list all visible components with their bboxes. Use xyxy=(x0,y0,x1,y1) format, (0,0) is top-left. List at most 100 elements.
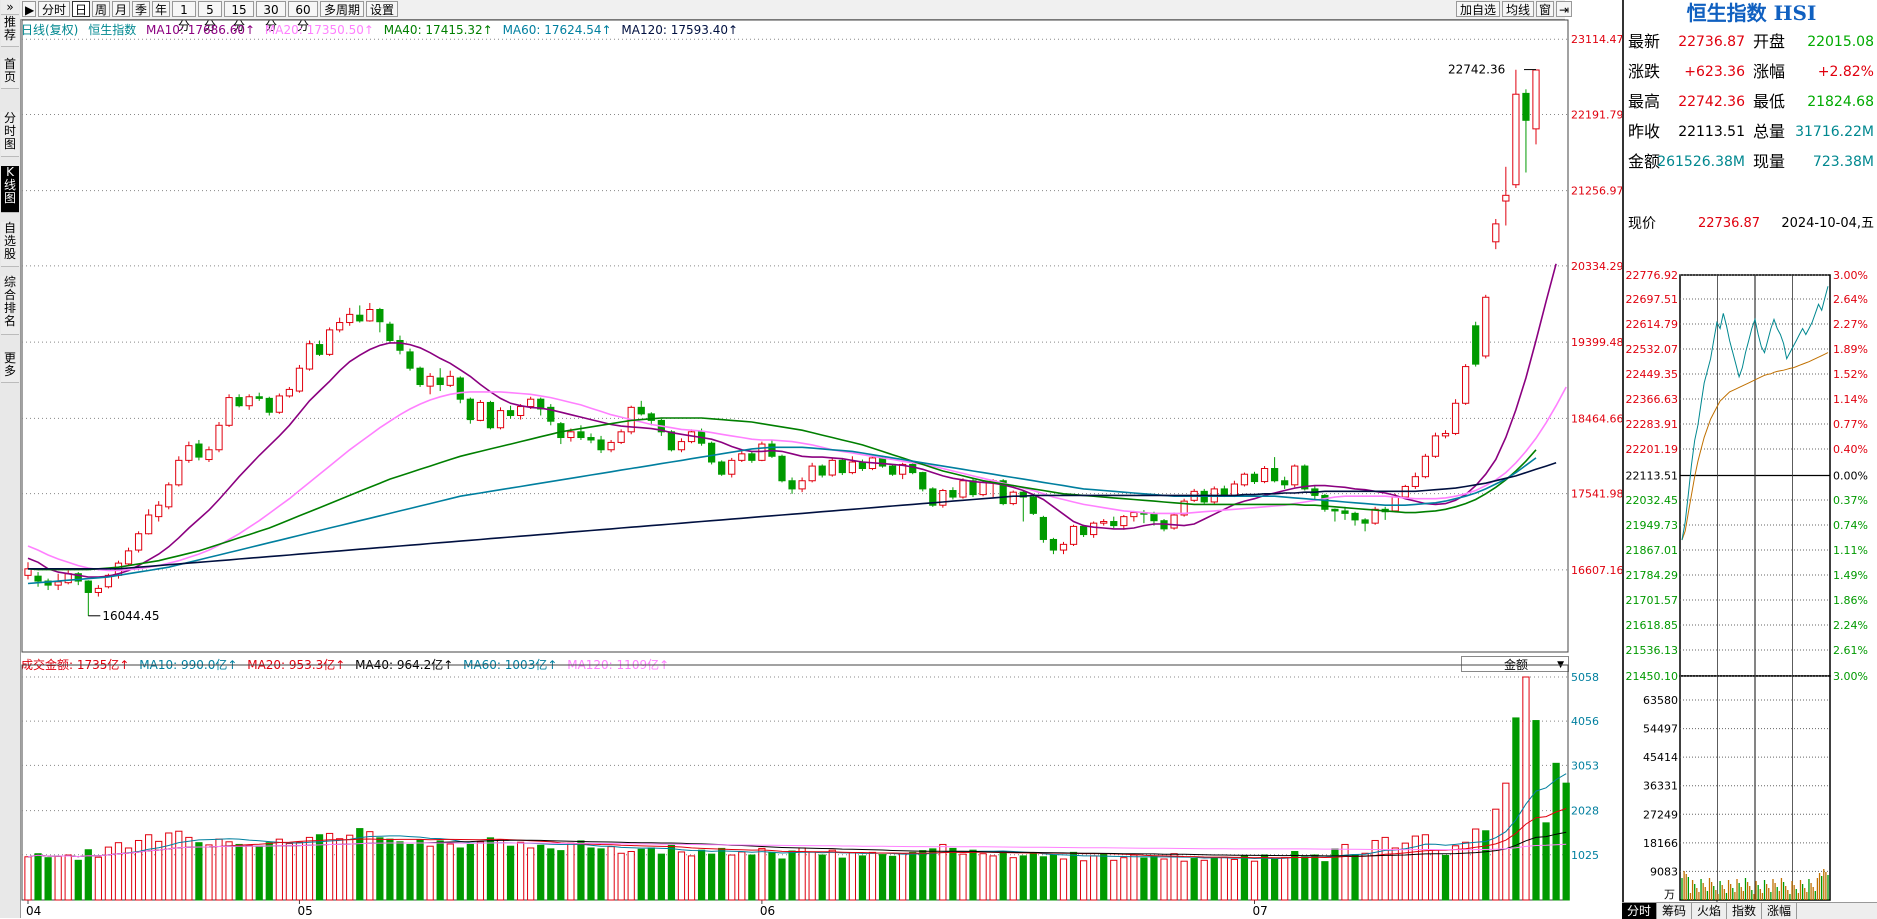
volume-bar xyxy=(1341,843,1349,901)
volume-bar xyxy=(295,841,304,901)
volume-bar xyxy=(647,847,655,901)
candle-body xyxy=(1391,496,1399,512)
toolbar-5min[interactable]: 5分 xyxy=(198,1,222,33)
indicator-dropdown[interactable]: 金额 ▼ xyxy=(1461,656,1569,672)
toolbar-multi-period[interactable]: 多周期 xyxy=(320,1,364,17)
volume-bar xyxy=(1462,841,1470,901)
intraday-vol-label: 63580 xyxy=(1643,694,1678,707)
toolbar-30min[interactable]: 30分 xyxy=(256,1,286,33)
candle-body xyxy=(205,449,213,461)
volume-bar xyxy=(1090,855,1098,901)
toolbar-quarterly[interactable]: 季 xyxy=(132,1,150,17)
collapse-arrow-icon[interactable]: » xyxy=(1,0,19,15)
toolbar-daily[interactable]: 日 xyxy=(72,1,90,17)
candle-body xyxy=(1130,512,1138,518)
toolbar-weekly[interactable]: 周 xyxy=(92,1,110,17)
left-nav-timeshare[interactable]: 分时图 xyxy=(1,112,19,157)
tab-change[interactable]: 涨幅 xyxy=(1762,903,1797,919)
volume-bar xyxy=(1069,851,1078,901)
quote-label: 涨跌 xyxy=(1628,62,1661,81)
tab-index[interactable]: 指数 xyxy=(1727,903,1762,919)
toolbar-window[interactable]: 窗 xyxy=(1536,1,1554,17)
volume-bar xyxy=(305,836,314,901)
toolbar-yearly[interactable]: 年 xyxy=(152,1,170,17)
x-tick-label: 06 xyxy=(760,904,775,918)
volume-bar xyxy=(577,840,585,901)
toolbar-monthly[interactable]: 月 xyxy=(112,1,130,17)
toolbar-15min[interactable]: 15分 xyxy=(224,1,254,33)
intraday-pct-label: 1.86% xyxy=(1833,594,1868,607)
intraday-vol-label: 54497 xyxy=(1643,723,1678,736)
toolbar-end-arrow-icon[interactable]: ⇥ xyxy=(1556,1,1572,17)
intraday-price-label: 21618.85 xyxy=(1626,619,1679,632)
tab-flame[interactable]: 火焰 xyxy=(1692,903,1727,919)
ma-line-ma60 xyxy=(27,446,1537,585)
candle-body xyxy=(64,573,72,584)
candle-body xyxy=(325,329,334,355)
volume-bar xyxy=(165,832,173,901)
toolbar-settings[interactable]: 设置 xyxy=(366,1,398,17)
candle-body xyxy=(305,343,314,370)
quote-title: 恒生指数 HSI xyxy=(1686,1,1817,25)
volume-bar xyxy=(627,851,635,901)
toolbar-timeshare[interactable]: 分时 xyxy=(38,1,70,17)
tab-timeshare[interactable]: 分时 xyxy=(1622,903,1657,919)
intraday-pct-label: 0.74% xyxy=(1833,519,1868,532)
volume-bar xyxy=(1250,860,1259,901)
tab-chips[interactable]: 筹码 xyxy=(1657,903,1692,919)
intraday-price-label: 21701.57 xyxy=(1626,594,1679,607)
quote-label: 最高 xyxy=(1628,92,1661,111)
candle-body xyxy=(929,488,937,506)
left-nav-more[interactable]: 更多 xyxy=(1,352,19,383)
toolbar-add-watchlist[interactable]: 加自选 xyxy=(1456,1,1500,17)
volume-bar xyxy=(1512,717,1520,901)
volume-bar xyxy=(396,841,404,901)
volume-bar xyxy=(818,854,826,901)
candle-body xyxy=(175,459,183,486)
toolbar-ma-lines[interactable]: 均线 xyxy=(1502,1,1534,17)
quote-value: 22742.36 xyxy=(1678,94,1745,110)
volume-bar xyxy=(1472,828,1480,901)
volume-bar xyxy=(687,855,696,901)
candle-body xyxy=(1009,491,1017,505)
quote-row: 涨跌 +623.36 涨幅 +2.82% xyxy=(1628,58,1877,86)
volume-bar xyxy=(446,843,454,901)
quote-row: 金额 261526.38M 现量 723.38M xyxy=(1628,148,1877,176)
intraday-vol-label: 45414 xyxy=(1643,751,1678,764)
left-nav-ranking[interactable]: 综合排名 xyxy=(1,276,19,335)
volume-bar xyxy=(155,840,163,901)
candle-body xyxy=(708,442,716,463)
candle-body xyxy=(1240,473,1249,486)
candle-body xyxy=(1250,473,1259,483)
left-nav: » 推荐 首页 分时图 K线图 自选股 综合排名 更多 xyxy=(0,0,21,918)
volume-bar xyxy=(1361,852,1369,901)
left-nav-kline[interactable]: K线图 xyxy=(1,166,19,213)
candle-body xyxy=(1451,402,1460,434)
quote-panel: 恒生指数 HSI 最新 22736.87 开盘 22015.08 涨跌 +623.36 涨幅… xyxy=(1622,0,1877,918)
candle-body xyxy=(959,480,967,498)
candle-body xyxy=(486,401,495,429)
volume-bar xyxy=(838,857,846,901)
candle-body xyxy=(808,465,816,482)
candle-body xyxy=(1291,465,1299,486)
volume-bar xyxy=(145,834,153,901)
ma-line-ma20 xyxy=(27,386,1567,572)
intraday-price-label: 22532.07 xyxy=(1626,343,1679,356)
toolbar-prev-arrow-icon[interactable]: ▶ xyxy=(22,1,36,17)
candle-body xyxy=(818,465,826,476)
candle-body xyxy=(617,431,625,443)
volume-bar xyxy=(24,856,32,901)
volume-bar xyxy=(366,831,374,901)
left-nav-home[interactable]: 首页 xyxy=(1,58,19,89)
intraday-price-label: 22449.35 xyxy=(1626,368,1679,381)
candle-body xyxy=(828,459,836,476)
intraday-pct-label: 1.11% xyxy=(1833,544,1868,557)
volume-bar xyxy=(205,844,213,901)
candle-body xyxy=(979,481,987,496)
left-nav-watchlist[interactable]: 自选股 xyxy=(1,222,19,267)
toolbar-60min[interactable]: 60分 xyxy=(288,1,318,33)
volume-bar xyxy=(1059,858,1068,901)
left-nav-recommend[interactable]: 推荐 xyxy=(1,16,19,47)
toolbar-1min[interactable]: 1分 xyxy=(172,1,196,33)
candle-body xyxy=(1351,512,1359,521)
